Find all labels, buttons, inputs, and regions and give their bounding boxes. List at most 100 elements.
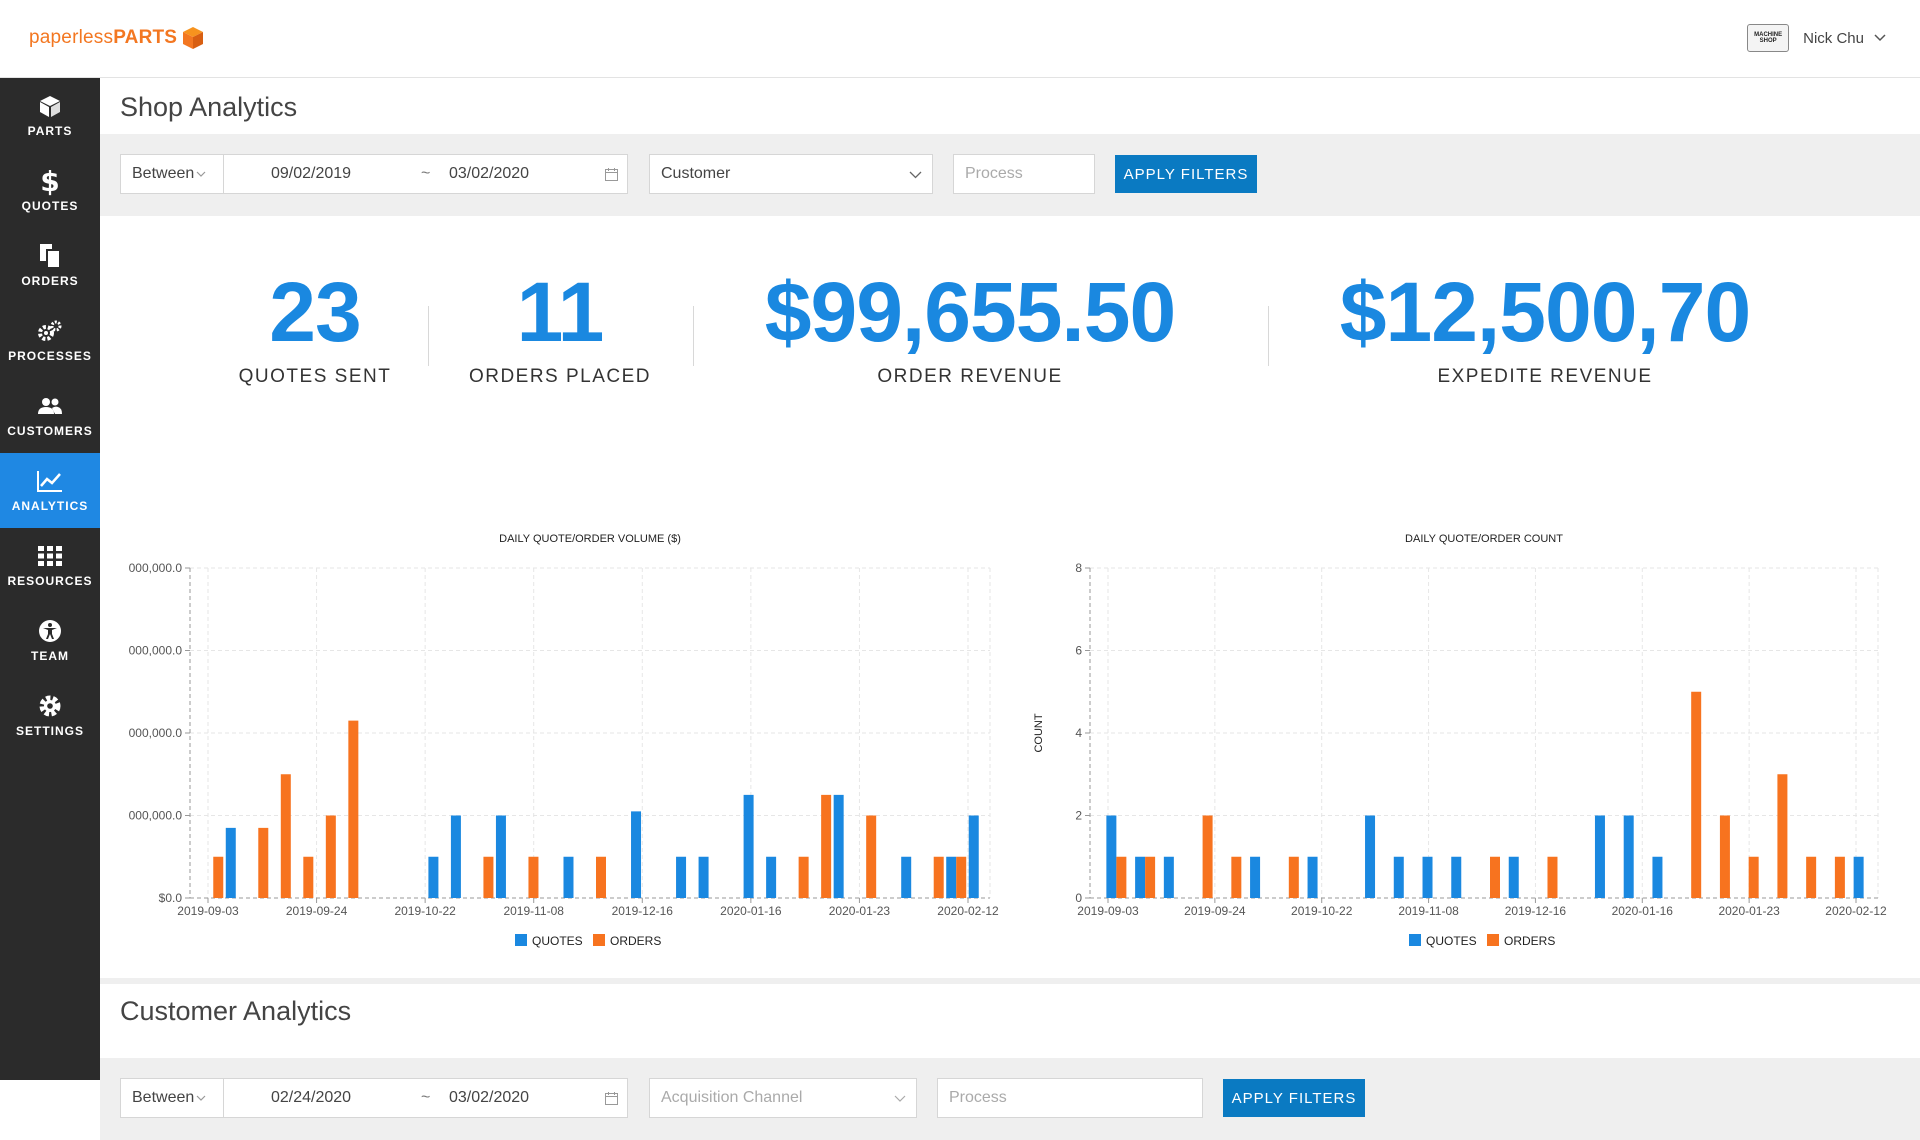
kpi-expedite-revenue: $12,500,70 EXPEDITE REVENUE xyxy=(1290,270,1800,388)
y-tick-label: 4 xyxy=(1075,726,1082,740)
kpi-divider xyxy=(1268,306,1269,366)
user-name: Nick Chu xyxy=(1803,29,1864,47)
customer-select-placeholder: Customer xyxy=(661,165,731,182)
sidebar-item-quotes[interactable]: $ QUOTES xyxy=(0,153,100,228)
y-tick-label: 000,000.0 xyxy=(129,561,183,575)
app-logo[interactable]: paperless PARTS xyxy=(29,26,204,50)
quotes-bar xyxy=(1623,815,1634,898)
quotes-bar xyxy=(1393,856,1404,898)
sidebar-item-analytics[interactable]: ANALYTICS xyxy=(0,453,100,528)
start-date-input[interactable]: 09/02/2019 xyxy=(271,165,352,182)
apply-filters-button[interactable]: APPLY FILTERS xyxy=(1223,1079,1365,1117)
y-tick-label: 000,000.0 xyxy=(129,644,183,658)
sidebar-item-parts[interactable]: PARTS xyxy=(0,78,100,153)
calendar-icon[interactable] xyxy=(605,167,618,181)
quotes-bar xyxy=(1853,856,1864,898)
orders-bar xyxy=(483,856,494,898)
orders-bar xyxy=(798,856,809,898)
orders-bar xyxy=(1145,856,1156,898)
range-mode-select[interactable]: Between xyxy=(121,165,223,183)
sidebar-item-orders[interactable]: ORDERS xyxy=(0,228,100,303)
user-menu[interactable]: MACHINE SHOP Nick Chu xyxy=(1747,24,1886,52)
quotes-bar xyxy=(1508,856,1519,898)
x-tick-label: 2019-12-16 xyxy=(1505,904,1567,918)
sidebar-item-resources[interactable]: RESOURCES xyxy=(0,528,100,603)
x-tick-label: 2020-01-16 xyxy=(720,904,782,918)
legend-label: ORDERS xyxy=(610,934,661,948)
sidebar-item-settings[interactable]: SETTINGS xyxy=(0,678,100,753)
sidebar-item-label: PROCESSES xyxy=(8,349,92,363)
quotes-bar xyxy=(1451,856,1462,898)
calendar-icon[interactable] xyxy=(605,1091,618,1105)
page-title: Shop Analytics xyxy=(120,92,298,122)
y-axis-label: COUNT xyxy=(1033,713,1045,752)
customer-select[interactable]: Customer xyxy=(649,154,933,194)
orders-bar xyxy=(325,815,336,898)
sidebar-item-team[interactable]: TEAM xyxy=(0,603,100,678)
sidebar-item-processes[interactable]: PROCESSES xyxy=(0,303,100,378)
end-date-input[interactable]: 03/02/2020 xyxy=(449,1089,530,1106)
quotes-bar xyxy=(1365,815,1376,898)
avatar-text: MACHINE SHOP xyxy=(1754,32,1783,44)
orders-bar xyxy=(1288,856,1299,898)
apply-filters-button[interactable]: APPLY FILTERS xyxy=(1115,155,1257,193)
x-tick-label: 2019-10-22 xyxy=(394,904,456,918)
legend-swatch xyxy=(593,934,605,946)
logo-cube-icon xyxy=(183,27,204,49)
quotes-bar xyxy=(698,856,709,898)
orders-bar xyxy=(303,856,314,898)
y-tick-label: 6 xyxy=(1075,644,1082,658)
quotes-bar xyxy=(450,815,461,898)
section-title-customer: Customer Analytics xyxy=(120,996,352,1026)
legend-label: ORDERS xyxy=(1504,934,1555,948)
sidebar: PARTS $ QUOTES ORDERS PROCESSES CUSTOMER… xyxy=(0,78,100,1080)
quotes-bar xyxy=(495,815,506,898)
kpi-label: ORDERS PLACED xyxy=(468,366,652,387)
x-tick-label: 2020-01-16 xyxy=(1612,904,1674,918)
sidebar-item-label: QUOTES xyxy=(21,199,79,213)
chevron-down-icon xyxy=(1874,34,1886,42)
kpi-divider xyxy=(428,306,429,366)
orders-bar xyxy=(933,856,944,898)
process-input[interactable]: Process xyxy=(953,154,1095,194)
end-date-input[interactable]: 03/02/2020 xyxy=(449,165,530,182)
y-tick-label: 000,000.0 xyxy=(129,809,183,823)
y-tick-label: 8 xyxy=(1075,561,1082,575)
sidebar-item-label: ANALYTICS xyxy=(11,499,89,513)
range-mode-select[interactable]: Between xyxy=(121,1089,223,1107)
orders-bar xyxy=(866,815,877,898)
logo-text-light: paperless xyxy=(29,27,114,48)
quotes-bar xyxy=(1250,856,1261,898)
x-tick-label: 2020-01-23 xyxy=(1718,904,1780,918)
y-tick-label: 0 xyxy=(1075,891,1082,905)
kpi-label: QUOTES SENT xyxy=(238,366,392,387)
orders-bar xyxy=(280,774,291,898)
count-bar-chart: DAILY QUOTE/ORDER COUNT 0 2 4 6 8 COUNT 2019-09… xyxy=(1033,533,1887,948)
legend-swatch xyxy=(515,934,527,946)
chevron-down-icon xyxy=(894,1095,906,1102)
kpi-value: 11 xyxy=(516,265,605,359)
sidebar-item-label: RESOURCES xyxy=(7,574,93,588)
kpi-value: $12,500,70 xyxy=(1339,265,1751,359)
volume-bar-chart: DAILY QUOTE/ORDER VOLUME ($) $0.0 000,000.… xyxy=(129,533,999,948)
start-date-input[interactable]: 02/24/2020 xyxy=(271,1089,352,1106)
orders-bar xyxy=(821,794,832,898)
x-tick-label: 2019-09-24 xyxy=(286,904,348,918)
kpi-orders-placed: 11 ORDERS PLACED xyxy=(450,270,670,388)
orders-bar xyxy=(1231,856,1242,898)
acquisition-channel-select[interactable]: Acquisition Channel xyxy=(649,1078,917,1118)
customer-filter-bar: Between 02/24/2020 ~ 03/02/2020 Acquisit… xyxy=(100,1058,1920,1140)
date-range-inputs: 02/24/2020 ~ 03/02/2020 xyxy=(222,1079,627,1117)
sidebar-item-label: SETTINGS xyxy=(15,724,84,738)
process-input[interactable]: Process xyxy=(937,1078,1203,1118)
quotes-bar xyxy=(1594,815,1605,898)
sidebar-item-customers[interactable]: CUSTOMERS xyxy=(0,378,100,453)
orders-bar xyxy=(1719,815,1730,898)
section-divider xyxy=(100,978,1920,984)
range-mode-value: Between xyxy=(132,165,195,182)
kpi-divider xyxy=(693,306,694,366)
y-tick-label: 000,000.0 xyxy=(129,726,183,740)
x-tick-label: 2019-12-16 xyxy=(612,904,674,918)
kpi-label: EXPEDITE REVENUE xyxy=(1437,366,1653,387)
avatar: MACHINE SHOP xyxy=(1747,24,1790,52)
